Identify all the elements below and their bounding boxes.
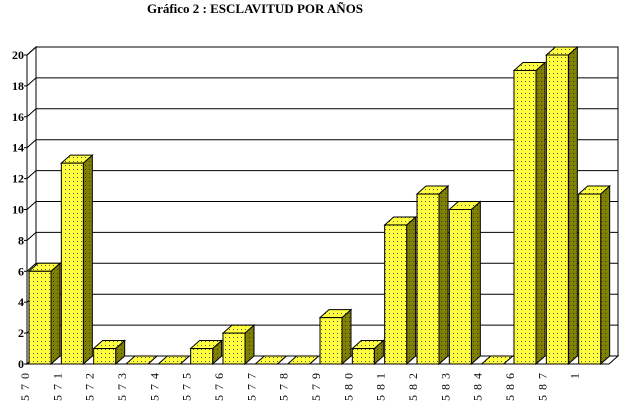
bar-front bbox=[545, 54, 569, 365]
x-tick-label: 574 bbox=[147, 368, 161, 401]
bar-front bbox=[93, 348, 117, 365]
bar bbox=[512, 61, 547, 366]
bar-side bbox=[470, 200, 481, 366]
bar bbox=[383, 215, 417, 366]
bar bbox=[351, 339, 385, 366]
bar bbox=[157, 355, 191, 365]
bar bbox=[415, 184, 450, 366]
bar-top bbox=[286, 355, 320, 365]
x-tick-label: 1 bbox=[568, 368, 582, 379]
x-tick-label: 581 bbox=[374, 368, 388, 401]
bar bbox=[545, 45, 579, 366]
x-tick-label: 584 bbox=[471, 368, 485, 401]
x-tick-label: 570 bbox=[18, 368, 32, 401]
bar-front bbox=[351, 348, 375, 365]
bar-side bbox=[406, 215, 417, 366]
bar bbox=[448, 200, 482, 366]
bar-side bbox=[438, 184, 449, 366]
bar-front bbox=[190, 348, 214, 365]
bar-side bbox=[50, 262, 61, 366]
bar-front bbox=[448, 209, 472, 365]
bar-side bbox=[341, 308, 352, 366]
x-tick-label: 572 bbox=[83, 368, 97, 401]
x-tick-label: 582 bbox=[406, 368, 420, 401]
bar bbox=[27, 262, 62, 366]
bar bbox=[221, 323, 256, 366]
y-tick-label: 20 bbox=[12, 48, 24, 62]
bar bbox=[318, 308, 353, 366]
bar-side bbox=[600, 184, 611, 366]
x-tick-label: 577 bbox=[244, 368, 258, 401]
x-tick-label: 576 bbox=[212, 368, 226, 401]
bar-top bbox=[157, 355, 191, 365]
bar-front bbox=[384, 224, 408, 365]
x-tick-label: 573 bbox=[115, 368, 129, 401]
bar-front bbox=[319, 317, 343, 365]
y-tick-label: 18 bbox=[12, 79, 24, 93]
x-tick-label: 580 bbox=[341, 368, 355, 401]
x-tick-label: 571 bbox=[50, 368, 64, 401]
bar-front bbox=[222, 332, 246, 365]
x-tick-label: 579 bbox=[309, 368, 323, 401]
bar-front bbox=[28, 270, 52, 365]
bar bbox=[286, 355, 320, 365]
bar bbox=[189, 339, 223, 366]
grid-line bbox=[26, 139, 618, 149]
bar-top bbox=[254, 355, 288, 365]
bar bbox=[480, 355, 514, 365]
y-tick-label: 6 bbox=[18, 264, 24, 278]
x-tick-label: 578 bbox=[277, 368, 291, 401]
bar-front bbox=[60, 162, 84, 365]
x-tick-label: 586 bbox=[503, 368, 517, 401]
y-tick-label: 8 bbox=[18, 233, 24, 247]
y-tick-label: 0 bbox=[18, 357, 24, 371]
x-tick-label: 587 bbox=[535, 368, 549, 401]
x-tick-label: 575 bbox=[180, 368, 194, 401]
bar-side bbox=[82, 154, 93, 366]
bar bbox=[254, 355, 288, 365]
bar-front bbox=[578, 193, 602, 365]
bar-front bbox=[513, 69, 537, 365]
bar-top bbox=[124, 355, 159, 365]
bar-side bbox=[567, 45, 578, 366]
y-tick-label: 16 bbox=[12, 110, 24, 124]
x-tick-label: 583 bbox=[438, 368, 452, 401]
bar bbox=[577, 184, 611, 366]
bar-side bbox=[535, 61, 546, 366]
bar bbox=[92, 339, 126, 366]
bar-front bbox=[416, 193, 440, 365]
y-tick-label: 4 bbox=[18, 295, 24, 309]
y-tick-label: 2 bbox=[18, 326, 24, 340]
grid-line bbox=[26, 77, 618, 87]
y-tick-label: 14 bbox=[12, 141, 24, 155]
grid-line bbox=[26, 108, 618, 118]
bar-top bbox=[480, 355, 514, 365]
chart-title: Gráfico 2 : ESCLAVITUD POR AÑOS bbox=[147, 1, 363, 16]
grid-line bbox=[26, 46, 618, 56]
grid-line bbox=[26, 170, 618, 179]
bar bbox=[124, 355, 159, 365]
y-tick-label: 12 bbox=[12, 172, 24, 186]
bar bbox=[60, 154, 94, 366]
y-tick-label: 10 bbox=[12, 203, 24, 217]
